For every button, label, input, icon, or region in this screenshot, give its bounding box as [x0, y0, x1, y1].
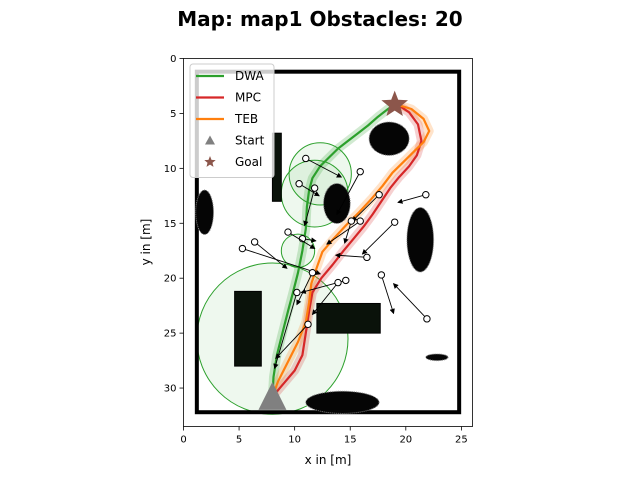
y-tick-label: 0 — [170, 54, 176, 65]
dynamic-obstacle-point — [308, 269, 317, 277]
x-tick-label: 20 — [399, 435, 412, 446]
path-line-mpc — [271, 104, 423, 398]
dynamic-obstacle-point — [302, 154, 310, 163]
dynamic-obstacle-arrow — [303, 188, 316, 227]
legend: DWA MPC TEB Start Goal — [189, 63, 275, 178]
dynamic-obstacle-arrow — [305, 158, 343, 178]
static-obstacle-blob — [305, 390, 380, 414]
x-tick-label: 5 — [236, 435, 242, 446]
dynamic-obstacle-point — [304, 320, 312, 329]
plot-frame — [183, 58, 473, 427]
dynamic-obstacle-arrow — [380, 274, 395, 315]
chart-title: Map: map1 Obstacles: 20 — [177, 7, 462, 31]
dynamic-obstacle-point — [238, 244, 247, 253]
legend-swatch-start — [205, 135, 215, 145]
x-tick-label: 15 — [344, 435, 357, 446]
plot-content — [194, 69, 462, 415]
legend-swatch-goal — [204, 156, 216, 167]
start-marker — [258, 381, 287, 410]
dynamic-obstacle-arrow — [298, 183, 320, 197]
dynamic-obstacle-point — [293, 288, 301, 297]
dynamic-obstacle-arrow — [397, 194, 426, 204]
dynamic-obstacle-point — [377, 271, 386, 279]
x-tick-label: 10 — [288, 435, 301, 446]
dynamic-obstacle-point — [390, 218, 399, 226]
dynamic-obstacle-arrow — [273, 292, 298, 370]
y-axis-label: y in [m] — [139, 219, 153, 266]
dynamic-obstacle-point — [356, 167, 364, 176]
static-obstacle-rect — [316, 302, 381, 334]
dynamic-obstacle-arrow — [311, 282, 339, 316]
dynamic-obstacle-arrow — [334, 252, 367, 259]
x-tick-label: 25 — [455, 435, 468, 446]
dynamic-obstacle-point — [356, 217, 364, 225]
static-obstacle-blob — [406, 207, 435, 273]
dynamic-obstacle-point — [375, 191, 383, 199]
dynamic-obstacle-point — [347, 217, 356, 225]
dynamic-obstacle-arrow — [343, 220, 352, 244]
y-tick-label: 20 — [164, 274, 177, 285]
dynamic-obstacle-arrow — [351, 194, 380, 222]
x-tick-label: 0 — [180, 435, 186, 446]
y-tick-label: 15 — [164, 219, 177, 230]
dynamic-obstacle-point — [250, 238, 259, 246]
static-obstacle-blob — [323, 182, 351, 225]
dynamic-obstacle-point — [363, 253, 371, 262]
dynamic-obstacle-arrow — [296, 272, 313, 306]
dynamic-obstacle-point — [342, 276, 350, 285]
dynamic-obstacle-arrow — [326, 220, 361, 245]
legend-label-mpc: MPC — [235, 91, 261, 105]
y-tick-label: 10 — [164, 164, 177, 175]
dynamic-obstacle-arrow — [392, 283, 428, 320]
dynamic-obstacle-point — [295, 180, 303, 188]
legend-box — [189, 63, 275, 178]
goal-marker — [381, 90, 408, 116]
y-axis: 0 5 10 15 20 25 30 — [164, 54, 184, 395]
plot-area — [194, 69, 462, 415]
x-axis-label: x in [m] — [305, 453, 352, 467]
y-tick-label: 30 — [164, 384, 177, 395]
dynamic-obstacle-point — [423, 315, 431, 323]
dynamic-obstacle-arrow — [275, 324, 309, 360]
path-line-dwa — [271, 103, 396, 398]
dynamic-obstacle-arrow — [336, 171, 361, 216]
y-tick-label: 25 — [164, 329, 177, 340]
static-obstacle-blob — [195, 189, 215, 236]
static-obstacle-blob — [425, 353, 449, 362]
dynamic-obstacle-point — [284, 228, 292, 236]
dynamic-obstacle-point — [334, 278, 342, 287]
legend-label-start: Start — [235, 134, 265, 148]
dynamic-obstacle-arrow — [361, 221, 396, 255]
x-axis: 0 5 10 15 20 25 — [180, 426, 468, 446]
legend-label-dwa: DWA — [235, 69, 264, 83]
legend-label-goal: Goal — [235, 155, 262, 169]
static-obstacle-rect — [234, 290, 262, 367]
legend-label-teb: TEB — [234, 112, 258, 126]
dynamic-obstacle-arrow — [287, 231, 316, 250]
dynamic-obstacle-point — [310, 184, 319, 192]
dynamic-obstacle-point — [422, 191, 430, 199]
dynamic-obstacle-arrow — [254, 241, 288, 269]
dynamic-obstacle-arrow — [242, 248, 322, 275]
static-obstacle-blob — [368, 121, 410, 156]
y-tick-label: 5 — [170, 109, 176, 120]
